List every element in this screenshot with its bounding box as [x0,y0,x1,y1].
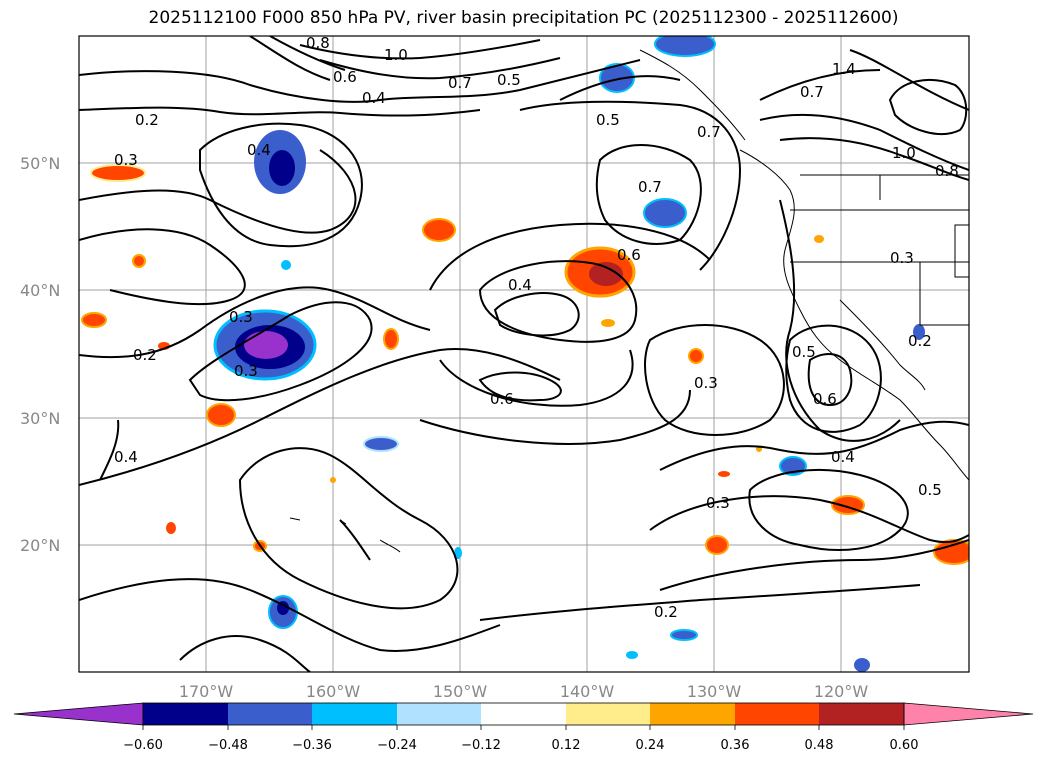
contour-label: 0.5 [497,71,521,89]
contour-label: 0.3 [234,362,258,380]
colorbar-tick: −0.48 [208,738,248,753]
contour-label: 0.7 [448,74,472,92]
lat-label: 20°N [20,536,60,555]
contour-label: 0.2 [133,346,157,364]
colorbar-segment [819,703,904,725]
contour-label: 0.7 [697,123,721,141]
colorbar-segment [143,703,228,725]
colorbar-segment [650,703,735,725]
contour-label: 0.5 [792,343,816,361]
contour-label: 0.3 [229,308,253,326]
lon-label: 150°W [433,682,488,701]
lon-label: 170°W [179,682,234,701]
lon-label: 140°W [560,682,615,701]
colorbar-segment [566,703,650,725]
lon-label: 120°W [814,682,869,701]
colorbar-tick: −0.12 [461,738,501,753]
contour-labels: 1.0 0.8 0.6 0.4 0.7 0.5 1.4 0.7 1.0 0.8 … [114,34,959,621]
contour-label: 0.5 [918,481,942,499]
longitude-labels: 170°W 160°W 150°W 140°W 130°W 120°W [179,682,869,701]
contour-label: 0.8 [306,34,330,52]
coastlines [289,49,969,553]
contour-label: 0.3 [694,374,718,392]
contour-label: 0.2 [654,603,678,621]
lat-label: 50°N [20,154,60,173]
map-title: 2025112100 F000 850 hPa PV, river basin … [148,8,899,28]
colorbar-tick: −0.24 [377,738,417,753]
map-frame [78,35,970,673]
contour-label: 0.6 [813,390,837,408]
contour-label: 0.3 [114,151,138,169]
colorbar-tick: −0.36 [292,738,332,753]
colorbar-extend-left [13,702,144,726]
contour-label: 0.6 [333,68,357,86]
contour-label: 0.4 [114,448,138,466]
contour-label: 0.7 [638,178,662,196]
colorbar-tick: −0.60 [123,738,163,753]
colorbar-segment [312,703,397,725]
colorbar-tick: 0.60 [890,738,919,753]
contour-label: 0.4 [508,276,532,294]
colorbar-extend-right [903,702,1034,726]
lon-label: 160°W [306,682,361,701]
contour-label: 0.6 [490,390,514,408]
contour-label: 0.4 [247,141,271,159]
lat-label: 30°N [20,409,60,428]
latitude-labels: 50°N 40°N 30°N 20°N [20,154,60,555]
colorbar: −0.60 −0.48 −0.36 −0.24 −0.12 0.12 0.24 … [13,702,1034,753]
contour-label: 0.4 [831,448,855,466]
colorbar-tick: 0.36 [721,738,750,753]
shaded-anomalies [81,36,969,672]
pv-contours [79,36,969,672]
contour-label: 0.7 [800,83,824,101]
colorbar-tick: 0.24 [636,738,665,753]
contour-label: 1.0 [892,144,916,162]
contour-label: 1.4 [832,60,856,78]
lat-label: 40°N [20,281,60,300]
contour-label: 0.4 [362,89,386,107]
lon-label: 130°W [687,682,742,701]
contour-label: 0.6 [617,246,641,264]
contour-label: 0.3 [706,494,730,512]
contour-label: 0.3 [890,249,914,267]
colorbar-segment [397,703,481,725]
colorbar-tick: 0.48 [805,738,834,753]
colorbar-segment [735,703,819,725]
contour-label: 0.2 [908,332,932,350]
colorbar-segment [481,703,566,725]
contour-label: 1.0 [384,46,408,64]
colorbar-segment [228,703,312,725]
contour-label: 0.2 [135,111,159,129]
contour-label: 0.5 [596,111,620,129]
contour-label: 0.8 [935,162,959,180]
colorbar-tick: 0.12 [552,738,581,753]
